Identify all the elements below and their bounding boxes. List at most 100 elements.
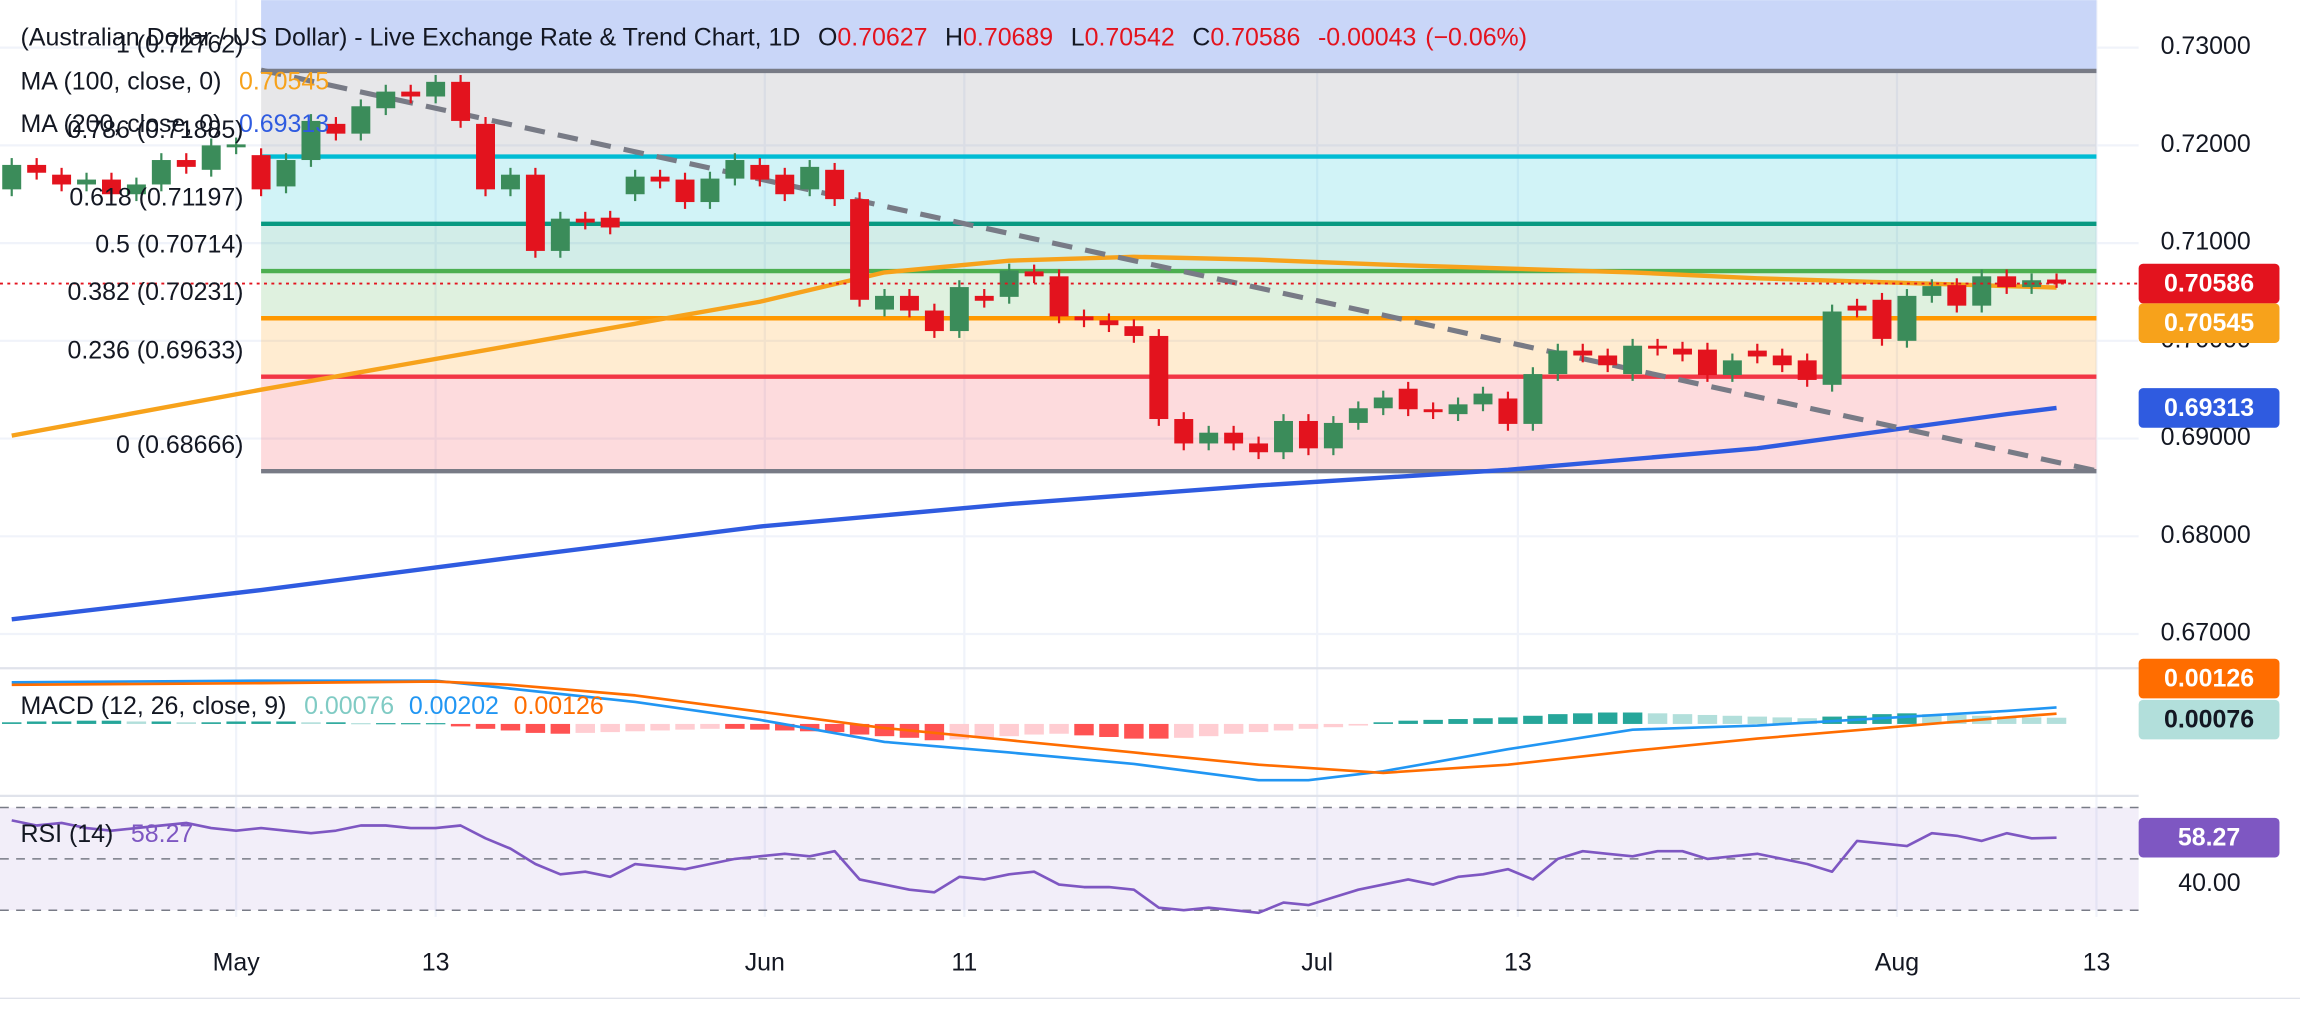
candle-body [1523, 374, 1543, 424]
candle-body [1598, 355, 1618, 366]
fib-band [261, 70, 2097, 157]
macd-histogram-bar [1797, 718, 1817, 724]
candle-body [2047, 279, 2067, 284]
candle-body [1772, 355, 1792, 366]
candle-body [974, 295, 994, 301]
candle-body [401, 91, 421, 97]
candle-body [251, 155, 271, 190]
candle-body [1024, 271, 1044, 277]
macd-histogram-bar [1672, 714, 1693, 724]
rsi-legend: RSI (14) 58.27 [21, 819, 194, 847]
macd-histogram-bar [1772, 717, 1792, 724]
front-layer [0, 75, 2142, 915]
candle-body [326, 123, 346, 134]
macd-histogram-bar [1298, 723, 1319, 729]
macd-box-label: 0.00076 [2164, 706, 2254, 734]
macd-histogram-bar [1323, 723, 1344, 728]
candle-body [276, 160, 296, 187]
macd-histogram-bar [276, 721, 296, 724]
candle-body [77, 179, 97, 185]
fib-band [261, 318, 2097, 377]
macd-box-label: 0.00126 [2164, 665, 2254, 693]
y-tick-label: 0.69000 [2161, 423, 2251, 451]
candle-body [1997, 276, 2017, 288]
candle-body [451, 81, 471, 121]
x-tick-label: Aug [1875, 948, 1919, 976]
candle-body [476, 123, 495, 190]
macd-histogram-bar [1548, 714, 1568, 724]
macd-histogram-bar [725, 723, 745, 729]
macd-histogram-bar [201, 722, 221, 724]
ohlc-label: O [818, 23, 837, 51]
legend-name: MACD (12, 26, close, 9) [21, 692, 287, 720]
candle-body [800, 166, 820, 190]
rsi-line [11, 819, 2057, 915]
macd-histogram-bar [126, 721, 147, 724]
candle-body [650, 176, 670, 182]
macd-histogram-bar [1074, 723, 1094, 736]
fib-label: 0.236 (0.69633) [68, 336, 244, 364]
candle-body [1074, 316, 1094, 321]
trendline [260, 67, 2097, 474]
macd-histogram-bar [874, 723, 895, 737]
rsi-box [2138, 817, 2280, 858]
y-tick-label: 0.71000 [2161, 228, 2251, 256]
candle-body [949, 287, 969, 332]
macd-histogram-bar [700, 723, 720, 729]
macd-histogram-bar [26, 721, 47, 724]
candle-body [1049, 276, 1069, 317]
fib-label: 0.786 (0.71885) [68, 116, 244, 144]
candle-body [1548, 350, 1568, 375]
macd-histogram-bar [351, 723, 371, 725]
candle-body [1473, 393, 1493, 405]
macd-histogram-bar [151, 721, 172, 724]
candle-body [1747, 350, 1767, 357]
candle-body [1498, 398, 1518, 424]
candle-body [426, 81, 446, 97]
candle-body [1897, 295, 1917, 341]
price-box-label: 0.70586 [2164, 270, 2254, 298]
macd-legend: MACD (12, 26, close, 9) 0.00076 0.00202 0.0… [21, 692, 604, 720]
macd-box [2138, 658, 2280, 699]
candle-body [1274, 420, 1293, 453]
macd-histogram-bar [625, 723, 645, 732]
x-tick-label: 13 [422, 948, 450, 976]
candle-body [126, 184, 146, 195]
rsi-box-label: 58.27 [2178, 824, 2240, 852]
macd-histogram-bar [301, 722, 321, 724]
macd-histogram-bar [849, 723, 870, 735]
x-tick-label: Jun [745, 948, 785, 976]
x-tick-label: 13 [1504, 948, 1532, 976]
ohlc-label: C [1192, 23, 1210, 51]
macd-histogram-bar [101, 720, 122, 724]
axis-layer: 0.730000.720000.710000.700000.690000.680… [2138, 0, 2300, 998]
fib-extension [261, 0, 2097, 71]
y-tick-label: 0.72000 [2161, 130, 2251, 158]
macd-histogram-bar [550, 723, 571, 734]
y-tick-label: 40.00 [2178, 869, 2240, 897]
macd-histogram-bar [1273, 723, 1294, 731]
candle-body [1423, 409, 1443, 413]
candle-body [899, 295, 919, 311]
price-box [2138, 303, 2280, 343]
candle-body [201, 145, 221, 170]
candle-body [1697, 349, 1717, 376]
back-layer [0, 0, 2142, 917]
macd-histogram-bar [1373, 722, 1393, 724]
macd-histogram-bar [575, 723, 595, 733]
candle-body [151, 160, 171, 185]
macd-histogram-bar [1348, 723, 1369, 726]
macd-histogram-bar [1398, 720, 1418, 724]
fib-label: 1 (0.72762) [116, 31, 243, 59]
macd-histogram-bar [1597, 712, 1618, 724]
macd-histogram-bar [2046, 717, 2067, 724]
moving-average [11, 405, 2057, 622]
macd-histogram-bar [425, 723, 446, 725]
ohlc-value: 0.70689 [963, 23, 1053, 51]
macd-histogram-bar [999, 723, 1019, 737]
candle-body [1174, 419, 1194, 444]
macd-histogram-bar [600, 723, 620, 733]
legend-name: MA (200, close, 0) [21, 109, 222, 137]
candle-body [1573, 350, 1593, 356]
